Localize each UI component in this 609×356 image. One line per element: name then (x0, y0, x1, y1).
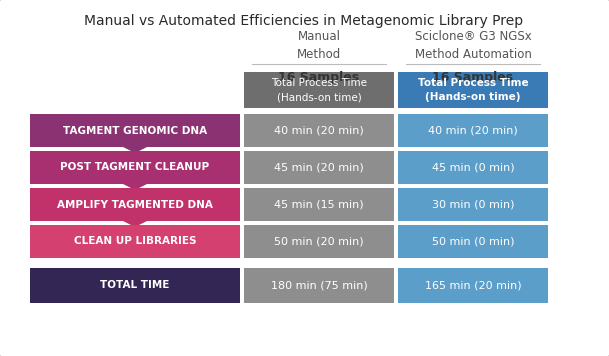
FancyBboxPatch shape (30, 188, 240, 221)
Text: CLEAN UP LIBRARIES: CLEAN UP LIBRARIES (74, 236, 196, 246)
FancyBboxPatch shape (398, 114, 548, 147)
Text: 180 min (75 min): 180 min (75 min) (270, 281, 367, 290)
Polygon shape (123, 184, 147, 190)
FancyBboxPatch shape (398, 268, 548, 303)
Text: 16 Samples: 16 Samples (278, 70, 359, 84)
Text: Manual
Method: Manual Method (297, 31, 341, 62)
Text: 16 Samples: 16 Samples (432, 70, 513, 84)
Text: 45 min (20 min): 45 min (20 min) (274, 162, 364, 173)
FancyBboxPatch shape (398, 72, 548, 108)
FancyBboxPatch shape (30, 114, 240, 147)
FancyBboxPatch shape (30, 268, 240, 303)
FancyBboxPatch shape (30, 225, 240, 258)
FancyBboxPatch shape (398, 151, 548, 184)
Text: AMPLIFY TAGMENTED DNA: AMPLIFY TAGMENTED DNA (57, 199, 213, 209)
FancyBboxPatch shape (244, 114, 394, 147)
Text: 40 min (20 min): 40 min (20 min) (428, 126, 518, 136)
FancyBboxPatch shape (398, 225, 548, 258)
Text: Manual vs Automated Efficiencies in Metagenomic Library Prep: Manual vs Automated Efficiencies in Meta… (85, 14, 524, 28)
Text: 165 min (20 min): 165 min (20 min) (424, 281, 521, 290)
Text: 50 min (20 min): 50 min (20 min) (274, 236, 364, 246)
FancyBboxPatch shape (244, 72, 394, 108)
FancyBboxPatch shape (398, 188, 548, 221)
FancyBboxPatch shape (244, 151, 394, 184)
Text: 45 min (15 min): 45 min (15 min) (274, 199, 364, 209)
FancyBboxPatch shape (244, 268, 394, 303)
Text: Total Process Time
(Hands-on time): Total Process Time (Hands-on time) (271, 78, 367, 102)
Text: Total Process Time
(Hands-on time): Total Process Time (Hands-on time) (418, 78, 529, 102)
Text: 50 min (0 min): 50 min (0 min) (432, 236, 514, 246)
Text: POST TAGMENT CLEANUP: POST TAGMENT CLEANUP (60, 162, 209, 173)
Polygon shape (123, 147, 147, 153)
FancyBboxPatch shape (244, 225, 394, 258)
Text: TOTAL TIME: TOTAL TIME (100, 281, 170, 290)
Text: TAGMENT GENOMIC DNA: TAGMENT GENOMIC DNA (63, 126, 207, 136)
FancyBboxPatch shape (244, 188, 394, 221)
Text: 40 min (20 min): 40 min (20 min) (274, 126, 364, 136)
Text: 30 min (0 min): 30 min (0 min) (432, 199, 514, 209)
Text: 45 min (0 min): 45 min (0 min) (432, 162, 515, 173)
Text: Sciclone® G3 NGSx
Method Automation: Sciclone® G3 NGSx Method Automation (415, 31, 532, 62)
Polygon shape (123, 221, 147, 227)
FancyBboxPatch shape (30, 151, 240, 184)
